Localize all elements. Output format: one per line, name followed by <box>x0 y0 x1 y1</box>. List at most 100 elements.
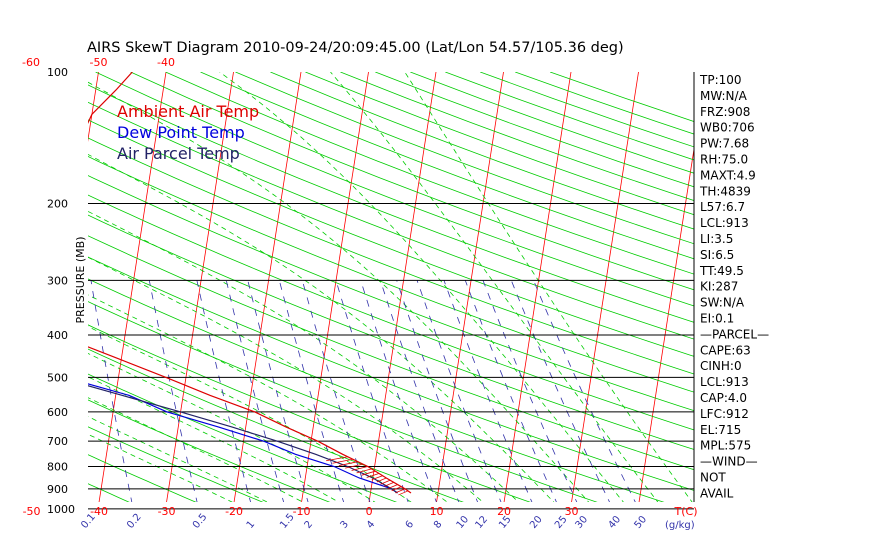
legend-label: Ambient Air Temp <box>117 102 259 121</box>
dry-adiabat-line <box>375 72 694 188</box>
cape-hatch-line <box>351 466 368 471</box>
isotherm-line <box>638 146 694 502</box>
isotherm-line <box>368 72 437 502</box>
mixing-ratio-line <box>360 280 437 502</box>
bottom-temp-tick-label: -30 <box>158 505 176 518</box>
dry-adiabat-line <box>88 194 694 431</box>
mixing-ratio-tick-label: 6 <box>404 519 417 531</box>
pressure-tick-label: 1000 <box>47 503 75 516</box>
moist-adiabat-line <box>88 81 590 502</box>
mixing-ratio-tick-label: 8 <box>432 519 445 531</box>
dry-adiabat-line <box>88 137 694 375</box>
grid-lines <box>0 72 694 509</box>
mixing-ratio-line <box>464 280 557 502</box>
dry-adiabat-line <box>88 373 398 502</box>
mixing-ratio-line <box>196 280 251 502</box>
index-label: AVAIL <box>700 486 734 500</box>
index-label: TP:100 <box>699 73 742 87</box>
moist-adiabat-line <box>88 376 340 502</box>
parcel-temp-line <box>88 385 398 494</box>
cape-hatch-line <box>345 463 363 469</box>
mixing-ratio-line <box>482 280 578 502</box>
cape-hatch-line <box>380 479 391 485</box>
isotherm-line <box>98 72 167 502</box>
dewpoint-line <box>88 383 398 494</box>
index-label: —WIND— <box>700 455 758 469</box>
dry-adiabat-line <box>340 72 694 202</box>
pressure-tick-label: 200 <box>47 197 68 210</box>
bottom-temp-tick-label: -10 <box>293 505 311 518</box>
cape-hatch-line <box>391 486 402 492</box>
dry-adiabat-line <box>95 72 694 307</box>
moist-adiabat-line <box>88 210 519 502</box>
mixing-ratio-tick-label: 12 <box>473 514 490 531</box>
index-label: CAP:4.0 <box>700 391 747 405</box>
moist-adiabat-line <box>88 416 268 502</box>
moist-adiabat-line <box>404 72 693 502</box>
index-label: LCL:913 <box>700 375 749 389</box>
cape-hatch-line <box>384 482 394 487</box>
dry-adiabat-line <box>445 72 694 161</box>
chart-title: AIRS SkewT Diagram 2010-09-24/20:09:45.0… <box>87 40 624 56</box>
index-label: EI:0.1 <box>700 312 734 326</box>
pressure-tick-label: 400 <box>47 329 68 342</box>
mixing-ratio-tick-label: 0.2 <box>125 512 144 531</box>
dry-adiabat-line <box>88 84 694 323</box>
isobar-lines <box>88 202 694 510</box>
mixing-ratio-tick-label: 50 <box>632 514 649 531</box>
mixing-ratio-line <box>396 280 479 502</box>
legend-label: Air Parcel Temp <box>117 144 240 163</box>
index-label: WB0:706 <box>700 121 755 135</box>
bottom-temp-tick-label: -40 <box>90 505 108 518</box>
dry-adiabat-line <box>88 101 694 340</box>
index-label: CAPE:63 <box>700 343 751 357</box>
cape-hatch-line <box>387 484 398 489</box>
index-label: TT:49.5 <box>699 264 744 278</box>
dry-adiabat-line <box>200 72 694 260</box>
index-label: FRZ:908 <box>700 105 750 119</box>
y-axis-label: PRESSURE (MB) <box>74 237 87 324</box>
mixing-ratio-tick-label: 4 <box>365 519 378 531</box>
dry-adiabat-line <box>88 348 464 502</box>
legend-label: Dew Point Temp <box>117 123 245 142</box>
bottom-temp-tick-label: -20 <box>225 505 243 518</box>
mixing-ratio-line <box>247 280 309 502</box>
isotherm-line <box>436 72 504 502</box>
mixing-ratio-line <box>335 280 409 502</box>
bottom-temp-tick-label: -50 <box>23 505 41 518</box>
index-label: SW:N/A <box>700 296 745 310</box>
moist-adiabat-line <box>88 397 304 502</box>
top-temp-tick-label: -50 <box>90 56 108 69</box>
index-label: CINH:0 <box>700 359 742 373</box>
top-temp-tick-label: -40 <box>157 56 175 69</box>
dry-adiabat-line <box>0 72 9 509</box>
dry-adiabat-line <box>165 72 694 275</box>
cape-hatch <box>326 456 409 496</box>
cape-hatch-line <box>376 477 387 483</box>
index-label: PW:7.68 <box>700 137 749 151</box>
mixing-ratio-line <box>278 280 345 502</box>
mixing-ratio-line <box>301 280 371 502</box>
dry-adiabat-line <box>88 426 264 502</box>
index-label: NOT <box>700 471 726 485</box>
pressure-tick-label: 800 <box>47 460 68 473</box>
mixing-ratio-line <box>416 280 502 502</box>
index-label: MPL:575 <box>700 439 751 453</box>
top-temp-tick-label: -60 <box>22 56 40 69</box>
bottom-temp-tick-label: 10 <box>430 505 444 518</box>
moist-adiabat-line <box>219 72 624 502</box>
ambient-temp-line <box>88 72 412 494</box>
cape-hatch-line <box>371 475 383 481</box>
dry-adiabat-line <box>88 175 694 412</box>
mixing-ratio-tick-label: 2 <box>303 519 316 531</box>
mixing-ratio-line <box>90 280 133 502</box>
bottom-temp-tick-label: 30 <box>565 505 579 518</box>
cape-hatch-line <box>332 458 353 464</box>
indices-panel: TP:100 MW:N/A FRZ:908 WB0:706 PW:7.68 RH:75.0… <box>699 73 769 500</box>
moist-adiabat-line <box>88 352 376 502</box>
cape-hatch-line <box>398 490 409 496</box>
index-label: KI:287 <box>700 280 738 294</box>
pressure-tick-label: 700 <box>47 435 68 448</box>
bottom-temp-tick-label: 20 <box>497 505 511 518</box>
cape-hatch-line <box>366 473 380 478</box>
